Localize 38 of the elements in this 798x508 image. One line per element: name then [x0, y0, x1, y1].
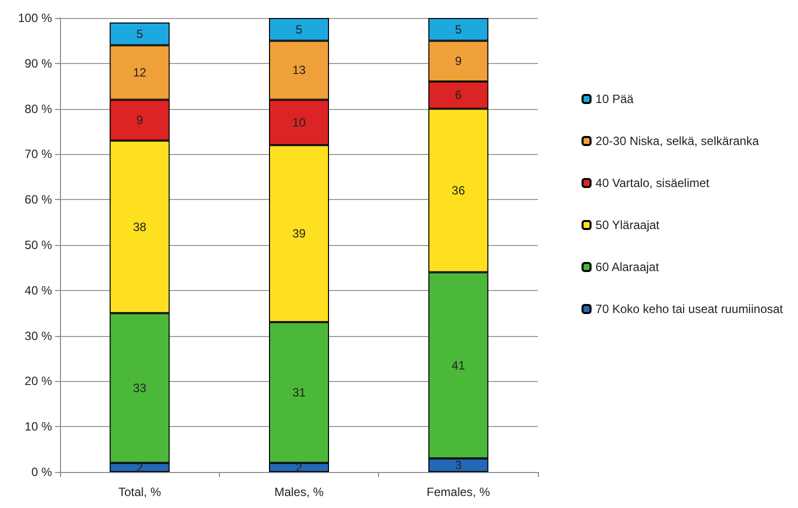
- y-tick-label: 70 %: [24, 147, 52, 162]
- data-label: 36: [452, 184, 466, 198]
- legend-label: 70 Koko keho tai useat ruumiinosat: [596, 302, 784, 316]
- data-label: 38: [132, 220, 147, 234]
- data-label: 9: [454, 54, 462, 68]
- data-label: 9: [136, 113, 144, 128]
- x-tick-label: Total, %: [118, 485, 162, 499]
- data-label: 5: [136, 26, 144, 41]
- y-tick-label: 80 %: [24, 102, 52, 116]
- y-tick-label: 20 %: [24, 374, 52, 388]
- data-label: 12: [132, 65, 147, 80]
- data-label: 5: [296, 22, 303, 36]
- legend-label: 50 Yläraajat: [596, 218, 660, 232]
- data-label: 39: [292, 226, 306, 241]
- x-tick-label: Females, %: [426, 485, 490, 499]
- data-label: 5: [454, 22, 462, 36]
- data-label: 41: [452, 358, 466, 372]
- y-tick-label: 100 %: [18, 11, 52, 25]
- legend-label: 40 Vartalo, sisäelimet: [596, 176, 710, 190]
- data-label: 2: [296, 460, 303, 474]
- legend-label: 60 Alaraajat: [596, 260, 660, 274]
- y-tick-label: 40 %: [24, 283, 52, 298]
- legend-label: 10 Pää: [596, 92, 634, 106]
- data-label: 13: [292, 63, 306, 78]
- x-tick-label: Males, %: [274, 485, 324, 499]
- data-label: 31: [292, 386, 306, 400]
- y-tick-label: 90 %: [24, 56, 52, 70]
- data-label: 3: [454, 458, 462, 472]
- data-label: 6: [454, 88, 462, 102]
- data-label: 2: [136, 460, 144, 474]
- data-label: 33: [132, 381, 147, 396]
- y-tick-label: 50 %: [24, 238, 52, 252]
- data-label: 10: [292, 115, 306, 130]
- legend-label: 20-30 Niska, selkä, selkäranka: [596, 134, 760, 148]
- y-tick-label: 10 %: [24, 420, 52, 434]
- y-tick-label: 30 %: [24, 328, 52, 343]
- y-tick-label: 0 %: [31, 465, 52, 479]
- y-tick-label: 60 %: [24, 192, 52, 207]
